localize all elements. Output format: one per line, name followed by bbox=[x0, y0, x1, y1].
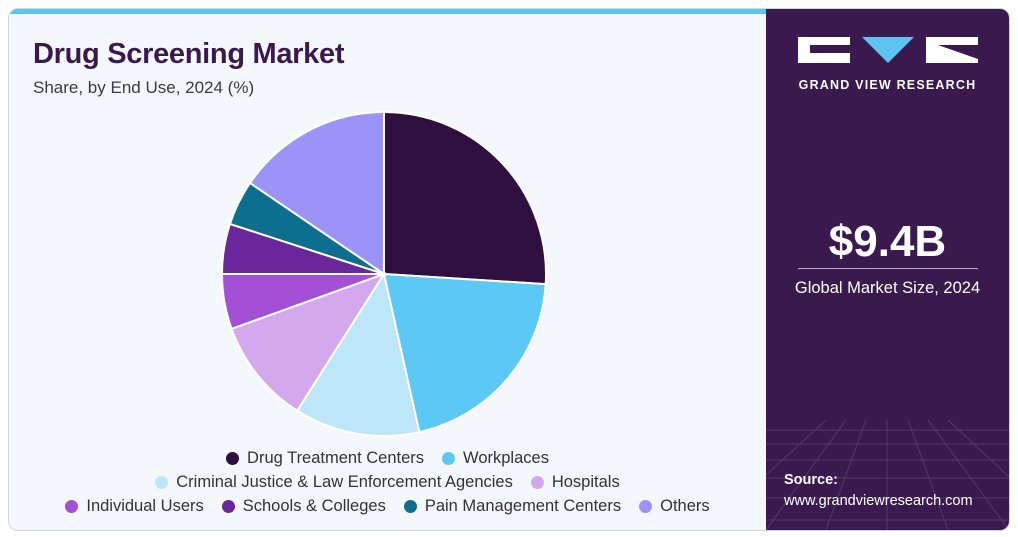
legend-label: Individual Users bbox=[86, 496, 204, 515]
legend-item: Schools & Colleges bbox=[221, 496, 386, 516]
legend-swatch bbox=[639, 499, 653, 513]
legend-item: Workplaces bbox=[442, 449, 549, 468]
brand-name: GRAND VIEW RESEARCH bbox=[798, 78, 977, 92]
summary-panel: GRAND VIEW RESEARCH $9.4B Global Market … bbox=[766, 9, 1009, 530]
legend-row: Individual Users Schools & Colleges Pain M… bbox=[9, 494, 766, 518]
market-size-caption: Global Market Size, 2024 bbox=[794, 279, 981, 297]
pie-chart bbox=[220, 110, 547, 437]
legend-item: Hospitals bbox=[530, 472, 620, 492]
legend-label: Workplaces bbox=[463, 448, 549, 467]
source-label: Source: bbox=[784, 472, 838, 488]
brand-logo bbox=[798, 37, 978, 63]
market-size-value: $9.4B bbox=[828, 217, 947, 266]
legend-swatch bbox=[65, 499, 79, 513]
legend-swatch bbox=[226, 451, 240, 465]
chart-title: Drug Screening Market bbox=[33, 38, 345, 70]
chart-legend: Drug Treatment Centers Workplaces Criminal… bbox=[9, 446, 766, 518]
pie-slice-hospitals bbox=[230, 272, 387, 413]
legend-swatch bbox=[442, 451, 456, 465]
pie-slice-drug-treatment-centers bbox=[383, 110, 547, 286]
legend-swatch bbox=[221, 499, 235, 513]
decorative-grid bbox=[766, 419, 1009, 530]
legend-row: Drug Treatment Centers Workplaces bbox=[9, 446, 766, 470]
legend-row: Criminal Justice & Law Enforcement Agenc… bbox=[9, 470, 766, 494]
pie-slice-criminal-justice-law-enforcement-agencies bbox=[295, 271, 421, 437]
legend-item: Others bbox=[639, 497, 710, 516]
legend-label: Schools & Colleges bbox=[242, 496, 386, 515]
legend-swatch bbox=[403, 499, 417, 513]
pie-slice-others bbox=[248, 110, 385, 276]
legend-label: Pain Management Centers bbox=[424, 496, 622, 515]
legend-swatch bbox=[155, 475, 169, 489]
legend-label: Drug Treatment Centers bbox=[247, 448, 425, 467]
chart-panel: Drug Screening Market Share, by End Use,… bbox=[9, 14, 766, 530]
source-url[interactable]: www.grandviewresearch.com bbox=[784, 493, 973, 509]
pie-slice-workplaces bbox=[382, 272, 547, 434]
legend-item: Individual Users bbox=[65, 496, 204, 516]
legend-label: Others bbox=[660, 496, 710, 515]
divider bbox=[798, 268, 978, 269]
accent-bar bbox=[9, 9, 766, 14]
legend-label: Hospitals bbox=[551, 472, 620, 491]
legend-item: Drug Treatment Centers bbox=[226, 449, 424, 468]
legend-swatch bbox=[530, 475, 544, 489]
chart-subtitle: Share, by End Use, 2024 (%) bbox=[33, 78, 255, 97]
legend-item: Criminal Justice & Law Enforcement Agenc… bbox=[155, 473, 513, 492]
infographic-card: Drug Screening Market Share, by End Use,… bbox=[8, 8, 1010, 531]
legend-label: Criminal Justice & Law Enforcement Agenc… bbox=[176, 472, 513, 491]
legend-item: Pain Management Centers bbox=[403, 496, 622, 516]
